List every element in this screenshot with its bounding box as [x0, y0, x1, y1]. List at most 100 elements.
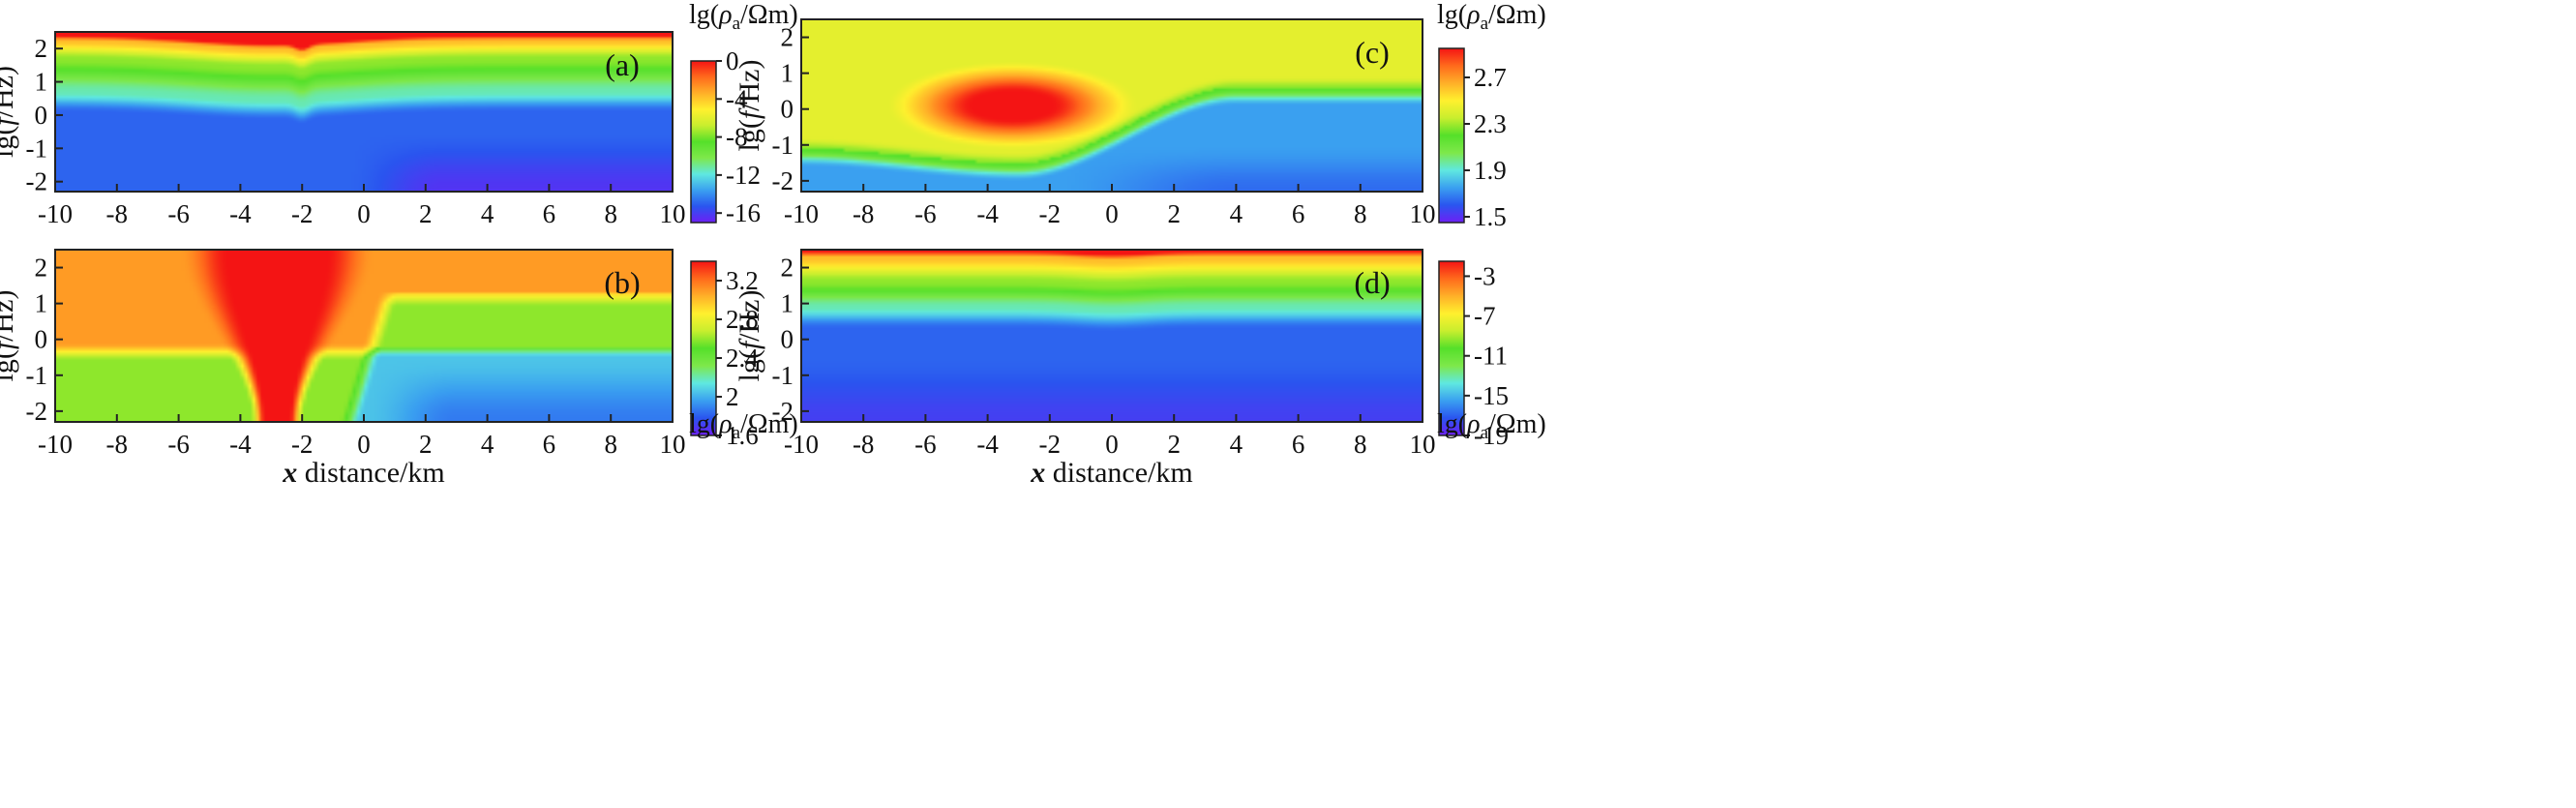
colorbar-tick-label: -12 [726, 161, 761, 190]
panel-label: (c) [1355, 35, 1390, 70]
x-axis-label: x distance/km [1030, 457, 1192, 489]
y-axis-label: lg(f/Hz) [734, 60, 765, 152]
colorbar-title: lg(ρa/Ωm) [689, 0, 798, 34]
y-tick-label: 0 [35, 325, 48, 354]
colorbar-tick-label: -11 [1474, 342, 1508, 371]
x-tick-label: 6 [543, 199, 556, 228]
colorbar-tick-label: 3.2 [726, 266, 759, 295]
colorbar-tick-label: 1.5 [1474, 202, 1507, 231]
colorbar-title: lg(ρa/Ωm) [1437, 0, 1546, 34]
panel-c: -10 -8 -6 -4 -2 0 2 4 6 8 10210-1-2lg(f/Hz)(c)2.72… [734, 0, 1546, 231]
x-tick-label: 2 [419, 199, 433, 228]
x-tick-label: 8 [1354, 199, 1367, 228]
colorbar-tick-label: -19 [1474, 421, 1509, 450]
y-tick-label: -1 [26, 134, 48, 163]
panel-label: (b) [604, 265, 640, 300]
x-tick-label: -6 [167, 430, 190, 459]
colorbar-tick-label: 1.6 [726, 421, 759, 450]
x-tick-label: 4 [481, 430, 494, 459]
x-tick-label: 10 [1410, 199, 1436, 228]
y-tick-label: -2 [772, 397, 794, 426]
y-tick-label: 2 [781, 23, 794, 52]
y-tick-label: 1 [35, 68, 48, 97]
heatmap-image [801, 250, 1423, 422]
x-tick-label: 8 [604, 430, 617, 459]
x-tick-label: -2 [1039, 430, 1062, 459]
colorbar-tick-label: -15 [1474, 381, 1509, 410]
x-tick-label: -8 [853, 430, 875, 459]
x-tick-label: 2 [1167, 430, 1181, 459]
x-tick-label: 0 [1105, 199, 1119, 228]
heatmap-image [801, 19, 1423, 192]
colorbar [1438, 47, 1465, 224]
colorbar-tick-label: 2.4 [726, 344, 759, 373]
x-tick-label: -10 [784, 430, 819, 459]
y-tick-label: -2 [26, 167, 48, 196]
x-tick-label: -2 [1039, 199, 1062, 228]
y-axis-label: lg(f/Hz) [0, 66, 19, 158]
x-axis-label: x distance/km [282, 457, 444, 489]
x-tick-label: -6 [167, 199, 190, 228]
colorbar-tick-label: -4 [726, 84, 748, 113]
x-tick-label: -2 [291, 199, 314, 228]
x-tick-label: -10 [784, 199, 819, 228]
x-tick-label: -10 [38, 199, 73, 228]
colorbar [690, 60, 717, 224]
colorbar-tick-label: -8 [726, 123, 748, 152]
colorbar-tick-label: 1.9 [1474, 156, 1507, 185]
y-tick-label: 0 [781, 325, 794, 354]
y-tick-label: -1 [772, 361, 794, 390]
colorbar-tick-label: 2.7 [1474, 63, 1507, 92]
y-tick-label: 0 [35, 101, 48, 130]
heatmap-image [55, 32, 673, 192]
x-tick-label: 10 [660, 430, 686, 459]
x-tick-label: -4 [976, 430, 999, 459]
colorbar-title: lg(ρa/Ωm) [1437, 409, 1546, 443]
colorbar-title: lg(ρa/Ωm) [689, 409, 798, 443]
y-axis-label: lg(f/Hz) [0, 290, 19, 382]
y-tick-label: 2 [35, 254, 48, 283]
panel-label: (a) [605, 47, 640, 82]
x-tick-label: 2 [1167, 199, 1181, 228]
x-tick-label: -8 [106, 199, 129, 228]
y-tick-label: -1 [26, 361, 48, 390]
colorbar-tick-label: -16 [726, 198, 761, 227]
x-tick-label: 4 [1230, 199, 1243, 228]
x-tick-label: -4 [976, 199, 999, 228]
colorbar [690, 260, 717, 436]
colorbar-tick-label: -7 [1474, 302, 1496, 331]
x-tick-label: 4 [481, 199, 494, 228]
x-tick-label: 6 [1292, 430, 1305, 459]
y-tick-label: -1 [772, 131, 794, 160]
x-tick-label: 10 [660, 199, 686, 228]
x-tick-label: 10 [1410, 430, 1436, 459]
x-tick-label: -10 [38, 430, 73, 459]
x-tick-label: -8 [106, 430, 129, 459]
y-axis-label: lg(f/Hz) [734, 290, 765, 382]
x-tick-label: -8 [853, 199, 875, 228]
y-tick-label: 2 [781, 254, 794, 283]
y-tick-label: -2 [772, 166, 794, 195]
x-tick-label: -6 [914, 430, 937, 459]
y-tick-label: 1 [781, 289, 794, 318]
y-tick-label: 0 [781, 95, 794, 124]
colorbar [1438, 260, 1465, 436]
y-tick-label: 1 [35, 289, 48, 318]
heatmap-image [55, 250, 673, 422]
colorbar-tick-label: 0 [726, 46, 739, 75]
y-tick-label: 2 [35, 34, 48, 63]
x-tick-label: 8 [604, 199, 617, 228]
x-tick-label: 6 [1292, 199, 1305, 228]
x-tick-label: -6 [914, 199, 937, 228]
colorbar-tick-label: 2 [726, 382, 739, 411]
x-tick-label: 2 [419, 430, 433, 459]
x-tick-label: -4 [229, 199, 252, 228]
colorbar-tick-label: -3 [1474, 261, 1496, 290]
colorbar-tick-label: 2.8 [726, 305, 759, 334]
x-tick-label: 0 [357, 199, 371, 228]
panel-a: -10-8-6-4-20246810210-1-2lg(f/Hz)(a)0-4-… [0, 0, 798, 228]
y-tick-label: -2 [26, 397, 48, 426]
panel-label: (d) [1354, 265, 1390, 300]
